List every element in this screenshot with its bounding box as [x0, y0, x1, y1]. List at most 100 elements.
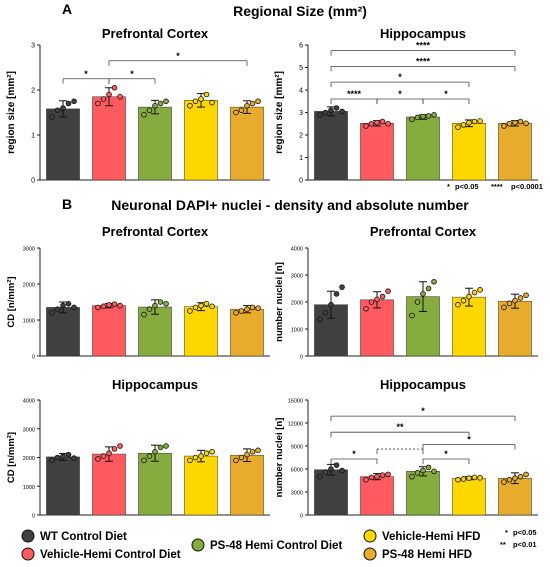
data-point [506, 300, 513, 307]
data-point [198, 96, 204, 102]
y-tick-label: 3 [299, 110, 303, 117]
sig-note-b2-text: p<0.01 [513, 540, 537, 549]
y-axis-label: number nuclei [n] [274, 262, 285, 342]
y-tick-label: 4 [299, 88, 303, 95]
data-point [65, 451, 72, 458]
data-point [374, 119, 380, 126]
data-point [339, 467, 345, 474]
data-point [506, 120, 513, 127]
data-point [322, 109, 329, 116]
data-point [203, 450, 210, 456]
data-point [379, 293, 386, 300]
data-point [233, 457, 239, 464]
significance-bracket: * [108, 69, 156, 84]
y-tick-label: 12000 [288, 422, 303, 428]
legend-label: Vehicle-Hemi Control Diet [40, 549, 181, 561]
y-tick-label: 6000 [291, 468, 303, 474]
y-tick-label: 5 [299, 65, 303, 72]
bar-3 [138, 452, 172, 516]
data-point [100, 303, 107, 310]
data-point [255, 305, 261, 311]
data-point [141, 457, 147, 464]
data-point [425, 464, 432, 471]
bar-4 [452, 477, 486, 516]
data-point [328, 301, 334, 308]
data-point [328, 466, 334, 472]
legend-swatch [21, 547, 35, 561]
data-point [117, 443, 123, 449]
data-point [60, 105, 66, 111]
data-point [49, 309, 55, 316]
data-point [374, 473, 380, 480]
significance-bracket: * [108, 51, 248, 66]
bar-2 [92, 305, 126, 357]
data-point [517, 118, 524, 125]
data-point [385, 120, 391, 127]
significance-bracket: * [330, 449, 378, 465]
chart-4: Prefrontal Cortex number nuclei [n] 0 1000 2… [274, 224, 538, 361]
y-tick-label: 6 [299, 43, 303, 50]
bar-3 [406, 116, 440, 181]
data-point [455, 476, 461, 483]
data-point [238, 107, 245, 114]
sig-note-b2-stars: ** [500, 540, 506, 549]
data-point [477, 475, 483, 481]
data-point [71, 304, 77, 311]
bar-2 [92, 453, 126, 516]
data-point [111, 84, 118, 91]
significance-label: * [467, 434, 471, 444]
y-tick-label: 0 [32, 355, 35, 361]
significance-label: **** [416, 56, 431, 66]
legend-label: PS-48 Hemi HFD [382, 549, 472, 561]
data-point [385, 288, 391, 295]
chart-3: Prefrontal Cortex CD [n/mm²] 0 1000 2000 3000 [6, 224, 270, 361]
data-point [333, 291, 340, 297]
chart-title: Hippocampus [380, 26, 466, 41]
data-point [117, 302, 123, 309]
data-point [420, 467, 426, 474]
data-point [317, 473, 323, 480]
data-point [501, 123, 507, 129]
data-point [244, 306, 250, 313]
bar-5 [498, 123, 532, 181]
data-point [60, 453, 66, 459]
significance-label: * [130, 69, 134, 79]
sig-note-quad-text: p<0.0001 [511, 182, 543, 191]
data-point [501, 479, 507, 485]
significance-bracket: **** [330, 56, 516, 72]
y-tick-label: 2000 [291, 301, 303, 307]
panel-a-letter: A [62, 1, 72, 17]
data-point [111, 301, 118, 307]
chart-title: Hippocampus [380, 377, 466, 392]
data-point [420, 291, 426, 297]
y-axis-label: number nuclei [n] [274, 418, 285, 498]
data-point [249, 100, 256, 107]
data-point [409, 473, 415, 480]
data-point [146, 107, 153, 114]
data-point [523, 120, 529, 127]
data-point [460, 122, 467, 128]
data-point [163, 98, 169, 105]
y-tick-label: 3000 [291, 491, 303, 497]
bar-4 [184, 100, 218, 181]
bar-5 [230, 106, 264, 181]
y-axis-label: region size [mm²] [6, 71, 17, 154]
data-point [512, 475, 518, 482]
data-point [157, 100, 164, 107]
data-point [54, 107, 61, 114]
data-point [249, 304, 256, 311]
data-point [60, 302, 66, 309]
data-point [517, 473, 524, 480]
data-point [523, 471, 529, 478]
data-point [163, 300, 169, 307]
data-point [385, 471, 391, 478]
y-tick-label: 2000 [23, 456, 35, 462]
data-point [339, 108, 345, 115]
bar-1 [46, 456, 80, 516]
legend-swatch [21, 529, 35, 543]
data-point [71, 98, 77, 105]
bar-5 [230, 308, 264, 357]
data-point [65, 100, 72, 107]
significance-label: **** [347, 89, 362, 99]
bar-4 [184, 455, 218, 516]
